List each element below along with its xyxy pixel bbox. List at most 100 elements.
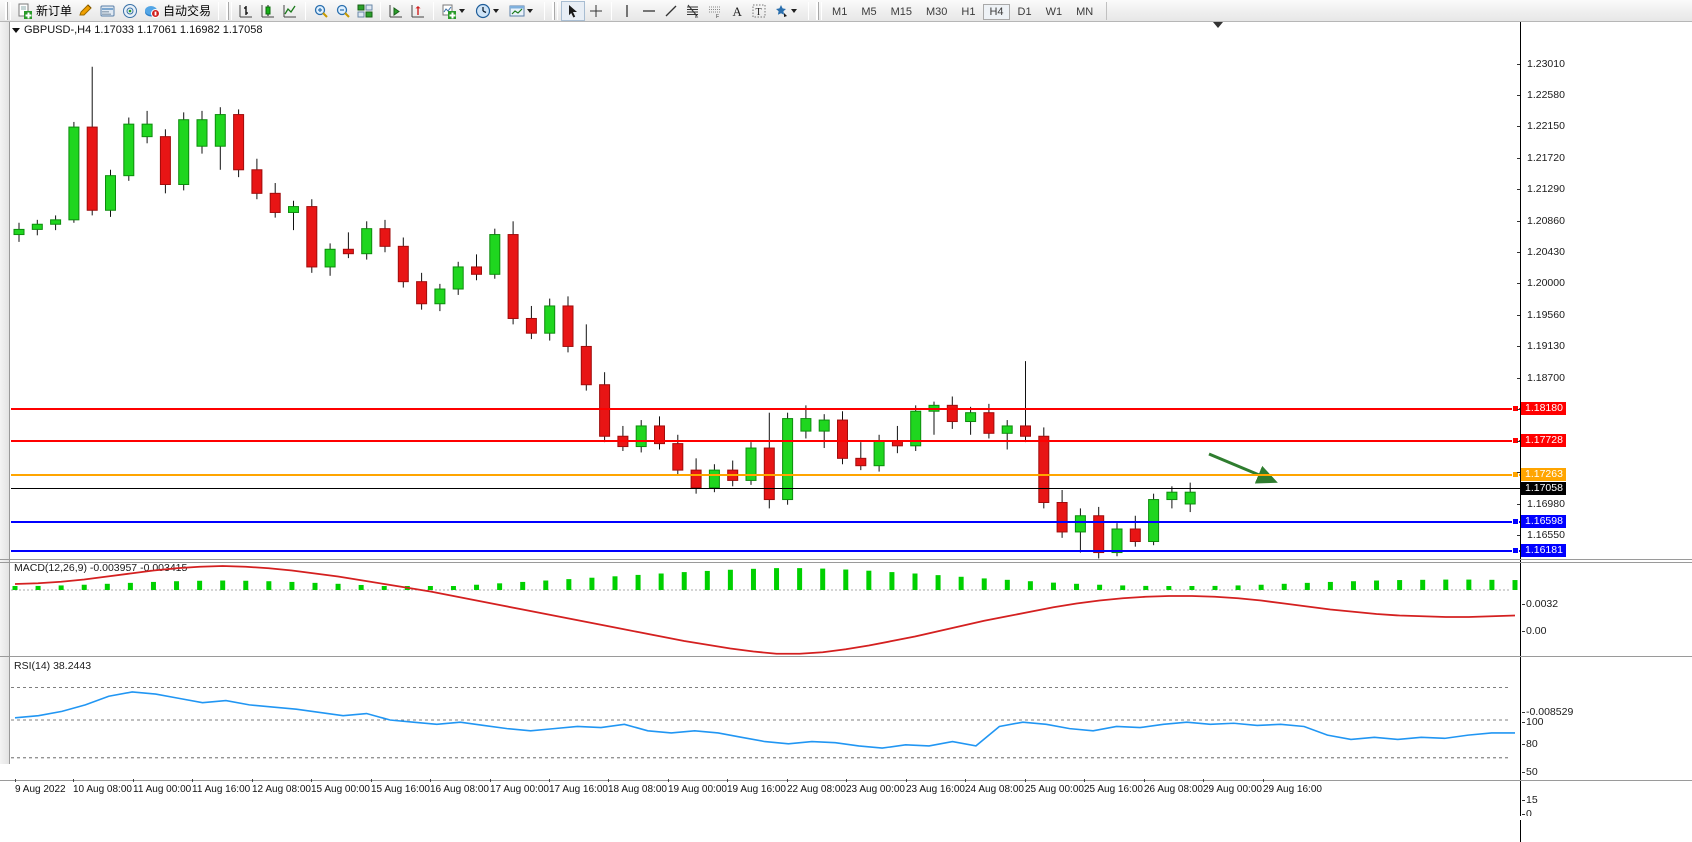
timeframe-grip[interactable] <box>816 1 823 20</box>
add-indicator-chevron-down-icon[interactable] <box>459 8 466 13</box>
time-axis[interactable]: 9 Aug 2022 10 Aug 08:00 11 Aug 00:00 11 Aug… <box>11 779 1520 802</box>
price-axis[interactable]: 1.23010 1.22580 1.22150 1.21720 1.21290 1.208… <box>1517 22 1692 842</box>
timeframe-button-h4[interactable]: H4 <box>983 3 1010 20</box>
trendline-button[interactable] <box>660 1 682 21</box>
timeframe-button-m30[interactable]: M30 <box>926 5 948 18</box>
resistance-line-1-handle[interactable] <box>1512 405 1519 412</box>
support-line-2-price-tag[interactable]: 1.16181 <box>1521 544 1566 557</box>
horizontal-line-button[interactable] <box>638 1 660 21</box>
down-arrow-annotation[interactable] <box>1208 452 1278 484</box>
macd-histogram-bar <box>289 581 295 591</box>
resistance-line-2[interactable] <box>11 440 1520 442</box>
current-price-line[interactable] <box>11 488 1520 489</box>
timeframe-button-mn[interactable]: MN <box>1076 5 1094 18</box>
terminal-button[interactable] <box>97 1 119 21</box>
macd-histogram-bar <box>150 581 156 591</box>
templates-button[interactable] <box>506 1 540 21</box>
pivot-line[interactable] <box>11 474 1520 476</box>
shapes-chevron-down-icon[interactable] <box>791 8 798 13</box>
resistance-line-1[interactable] <box>11 408 1520 410</box>
timeframe-button-h1[interactable]: H1 <box>961 5 976 18</box>
resistance-line-2-handle[interactable] <box>1512 437 1519 444</box>
macd-histogram-bar <box>889 572 895 591</box>
text-button[interactable]: A <box>726 1 748 21</box>
pivot-line-price-tag[interactable]: 1.17263 <box>1521 468 1566 481</box>
macd-plot-area[interactable] <box>11 560 1520 656</box>
period-chevron-down-icon[interactable] <box>493 8 500 13</box>
cursor-button[interactable] <box>561 0 586 21</box>
svg-text:E: E <box>695 14 699 19</box>
price-tick-4: 1.21290 <box>1517 183 1565 195</box>
templates-chevron-down-icon[interactable] <box>527 8 534 13</box>
pivot-line-handle[interactable] <box>1512 471 1519 478</box>
timeframe-button-d1[interactable]: D1 <box>1017 5 1032 18</box>
candle-body <box>525 317 537 334</box>
new-order-button[interactable]: 新订单 <box>14 1 75 21</box>
line-chart-button[interactable] <box>279 1 301 21</box>
period-button[interactable] <box>472 1 506 21</box>
fibonacci-fan-button[interactable]: F <box>704 1 726 21</box>
candle-body <box>288 206 299 213</box>
pencil-button[interactable] <box>75 1 97 21</box>
rsi-plot-area[interactable] <box>11 658 1520 780</box>
candle-body <box>544 305 556 334</box>
rsi-scale-tick-0: 100 <box>1522 716 1544 728</box>
navigator-button[interactable] <box>119 1 141 21</box>
time-tick-13 <box>787 779 788 782</box>
chart-collapse-marker-icon[interactable] <box>1213 22 1223 28</box>
rsi-line <box>14 691 1515 749</box>
candle-body <box>690 469 702 489</box>
zoom-in-button[interactable] <box>310 1 332 21</box>
zoom-out-button[interactable] <box>332 1 354 21</box>
macd-histogram-bar <box>1304 582 1310 591</box>
support-line-1-handle[interactable] <box>1512 518 1519 525</box>
text-label-button[interactable]: T <box>748 1 770 21</box>
add-indicator-button[interactable] <box>438 1 472 21</box>
candle-body <box>31 223 43 230</box>
draw-tools-grip[interactable] <box>552 1 559 20</box>
macd-histogram-bar <box>1258 584 1264 591</box>
time-tick-19 <box>1144 779 1145 782</box>
resistance-line-2-price-tag[interactable]: 1.17728 <box>1521 434 1566 447</box>
candle-body <box>818 419 830 432</box>
candle-body <box>452 266 464 290</box>
timeframe-button-m5[interactable]: M5 <box>861 5 877 18</box>
candle-body <box>745 447 757 481</box>
fibonacci-button[interactable]: E <box>682 1 704 21</box>
macd-canvas <box>11 565 1518 655</box>
toolbar-grip[interactable] <box>5 1 11 20</box>
time-tick-2 <box>133 779 134 782</box>
shapes-button[interactable] <box>770 1 804 21</box>
candlestick-button[interactable] <box>257 1 279 21</box>
auto-trading-button[interactable]: 自动交易 <box>141 1 214 21</box>
chart-left-scroll-strip[interactable] <box>0 22 10 764</box>
candle-body <box>635 425 647 448</box>
support-line-2-handle[interactable] <box>1512 547 1519 554</box>
auto-scroll-button[interactable] <box>407 1 429 21</box>
price-tick-7: 1.20000 <box>1517 277 1565 289</box>
macd-histogram-bar <box>1189 586 1195 591</box>
timeframe-button-m15[interactable]: M15 <box>890 5 912 18</box>
current-price-line-price-tag[interactable]: 1.17058 <box>1521 482 1566 495</box>
tile-windows-button[interactable] <box>354 1 376 21</box>
chart-tools-grip[interactable] <box>226 1 233 20</box>
bar-chart-button[interactable] <box>235 1 257 21</box>
chart-menu-triangle-icon[interactable] <box>12 27 20 33</box>
macd-histogram-bar <box>843 569 849 591</box>
crosshair-button[interactable] <box>585 1 607 21</box>
shift-end-button[interactable] <box>385 1 407 21</box>
vertical-line-button[interactable] <box>616 1 638 21</box>
support-line-1[interactable] <box>11 521 1520 523</box>
timeframe-button-m1[interactable]: M1 <box>832 5 848 18</box>
support-line-2[interactable] <box>11 550 1520 552</box>
resistance-line-1-price-tag[interactable]: 1.18180 <box>1521 402 1566 415</box>
support-line-1-price-tag[interactable]: 1.16598 <box>1521 515 1566 528</box>
tile-windows-icon <box>357 3 373 19</box>
macd-histogram-bar <box>820 568 826 591</box>
toolbar-separator-3 <box>380 1 382 20</box>
timeframe-button-w1[interactable]: W1 <box>1045 5 1063 18</box>
candle-body <box>123 123 135 177</box>
candle-body <box>910 410 922 447</box>
chart-window[interactable]: GBPUSD-,H4 1.17033 1.17061 1.16982 1.170… <box>0 22 1692 842</box>
candle-body <box>361 228 373 255</box>
